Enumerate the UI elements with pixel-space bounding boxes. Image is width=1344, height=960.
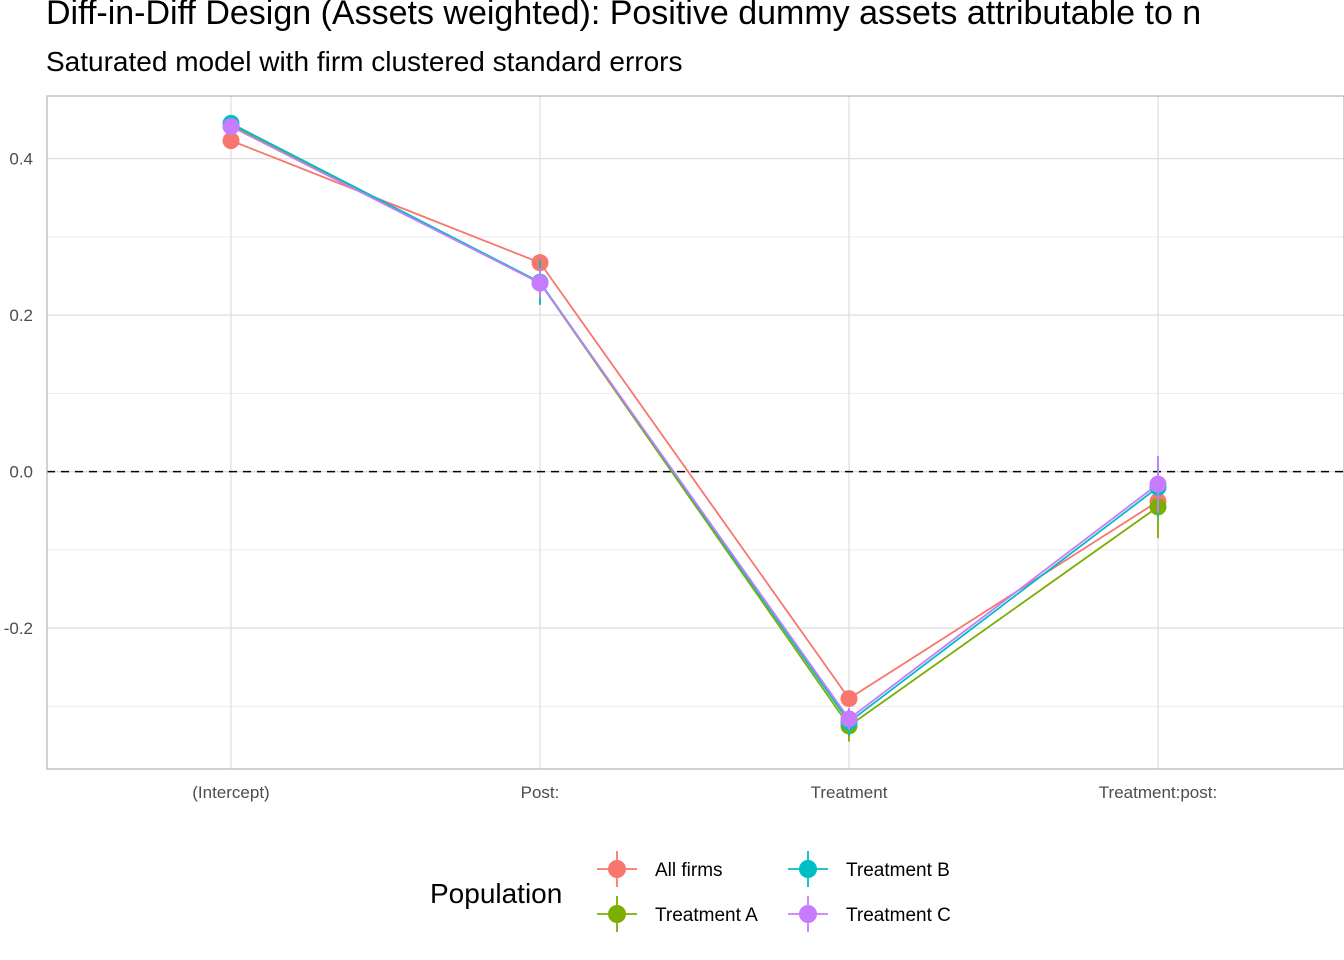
series-line — [230, 125, 1159, 721]
y-tick-label: 0.0 — [9, 463, 33, 482]
y-tick-label: -0.2 — [4, 619, 33, 638]
x-tick-label: Treatment:post: — [1099, 783, 1217, 802]
legend-label: Treatment B — [846, 860, 950, 881]
x-tick-label: Post: — [521, 783, 560, 802]
legend-item: Treatment A — [597, 896, 758, 932]
chart-title: Diff-in-Diff Design (Assets weighted): P… — [46, 0, 1202, 32]
series — [222, 114, 1167, 742]
legend-title: Population — [430, 878, 562, 909]
data-point — [222, 132, 240, 150]
legend-key-point — [799, 860, 817, 878]
series-line — [230, 139, 1159, 700]
data-point — [1149, 475, 1167, 493]
legend-key-point — [608, 905, 626, 923]
x-axis: (Intercept) Post: Treatment Treatment:post: — [192, 783, 1217, 802]
y-tick-label: 0.4 — [9, 150, 33, 169]
data-point — [840, 710, 858, 728]
y-axis: -0.2 0.0 0.2 0.4 — [4, 150, 33, 639]
data-point — [840, 690, 858, 708]
series-treatment-a — [222, 116, 1167, 742]
legend-item: Treatment C — [788, 896, 951, 932]
grid-lines — [47, 96, 1344, 769]
x-tick-label: Treatment — [811, 783, 888, 802]
legend-label: Treatment C — [846, 905, 951, 926]
chart-subtitle: Saturated model with firm clustered stan… — [46, 46, 683, 77]
y-tick-label: 0.2 — [9, 306, 33, 325]
series-line — [230, 122, 1159, 724]
series-treatment-b — [222, 114, 1167, 737]
series-line — [230, 124, 1159, 728]
legend-item: All firms — [597, 851, 723, 887]
legend-item: Treatment B — [788, 851, 950, 887]
data-point — [531, 274, 549, 292]
panel-border — [46, 95, 1344, 770]
series-treatment-c — [222, 118, 1167, 730]
x-tick-label: (Intercept) — [192, 783, 269, 802]
legend: Population All firms Treatment A Treatment… — [430, 851, 951, 932]
legend-key-point — [608, 860, 626, 878]
legend-key-point — [799, 905, 817, 923]
data-point — [222, 118, 240, 136]
legend-label: All firms — [655, 860, 723, 881]
legend-label: Treatment A — [655, 905, 758, 926]
series-all-firms — [222, 132, 1167, 708]
